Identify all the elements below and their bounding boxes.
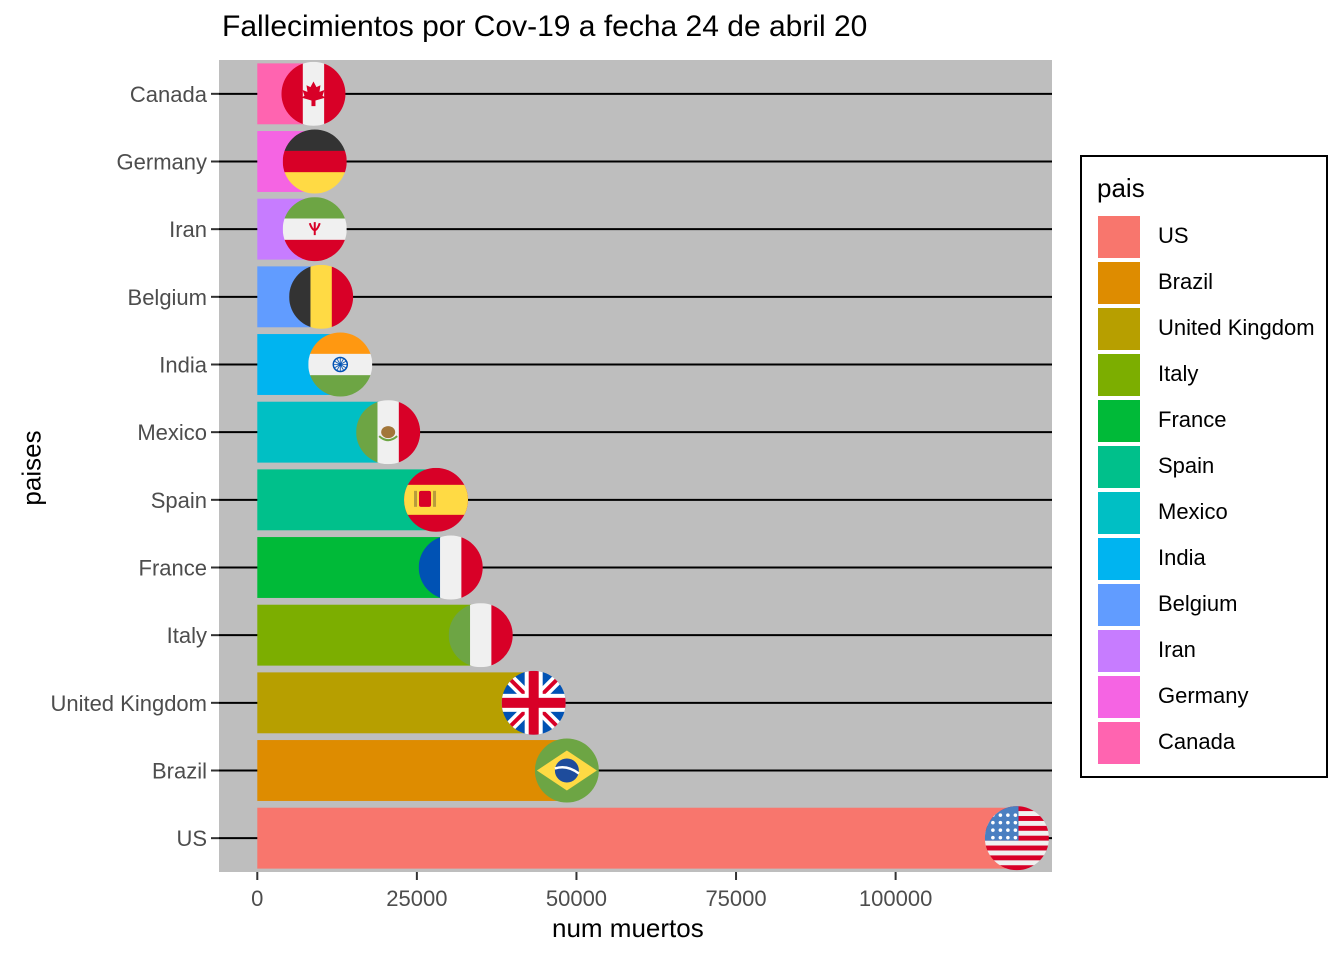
legend-item: Spain xyxy=(1098,444,1328,490)
legend-label: US xyxy=(1158,223,1189,248)
y-tick-label: Germany xyxy=(117,150,207,175)
legend-label: United Kingdom xyxy=(1158,315,1315,340)
legend-key xyxy=(1098,262,1140,304)
bar-brazil xyxy=(257,740,567,801)
belgium-flag-icon xyxy=(289,264,354,329)
legend-label: Belgium xyxy=(1158,591,1238,616)
legend-item: Canada xyxy=(1098,720,1328,766)
legend-key xyxy=(1098,308,1140,350)
italy-flag-icon xyxy=(448,603,513,668)
legend-item: US xyxy=(1098,214,1328,260)
legend-label: Italy xyxy=(1158,361,1199,386)
y-tick-label: Mexico xyxy=(137,420,207,445)
legend-key xyxy=(1098,354,1140,396)
legend-item: Mexico xyxy=(1098,490,1328,536)
uk-flag-icon xyxy=(501,670,566,735)
bar-france xyxy=(257,537,451,598)
legend-item: India xyxy=(1098,536,1328,582)
bar-italy xyxy=(257,604,481,666)
bar-us xyxy=(257,807,1017,869)
legend-label: Spain xyxy=(1158,453,1215,478)
legend-label: Brazil xyxy=(1158,269,1214,294)
mexico-flag-icon xyxy=(356,400,421,465)
legend-key xyxy=(1098,630,1140,672)
y-tick-label: Belgium xyxy=(128,285,207,310)
legend-item: Germany xyxy=(1098,674,1328,720)
flag-markers xyxy=(281,61,1049,871)
legend-label: Iran xyxy=(1158,637,1196,662)
germany-flag-icon xyxy=(282,129,347,194)
legend-label: France xyxy=(1158,407,1227,432)
bar-united-kingdom xyxy=(257,672,534,734)
legend-key xyxy=(1098,492,1140,534)
canada-flag-icon xyxy=(281,61,346,126)
y-tick-label: US xyxy=(176,826,207,851)
usa-flag-icon xyxy=(984,806,1049,871)
legend-item: Iran xyxy=(1098,628,1328,674)
legend-key xyxy=(1098,584,1140,626)
legend-item: Belgium xyxy=(1098,582,1328,628)
x-tick-label: 50000 xyxy=(546,886,607,911)
legend-label: Mexico xyxy=(1158,499,1228,524)
france-flag-icon xyxy=(418,535,483,600)
iran-flag-icon xyxy=(282,197,347,262)
chart-title: Fallecimientos por Cov-19 a fecha 24 de … xyxy=(222,10,868,43)
x-tick-label: 100000 xyxy=(859,886,932,911)
legend-title: pais xyxy=(1097,173,1145,203)
x-tick-label: 75000 xyxy=(705,886,766,911)
spain-flag-icon xyxy=(404,467,469,532)
legend-item: Italy xyxy=(1098,352,1328,398)
y-tick-label: Canada xyxy=(130,82,208,107)
legend-key xyxy=(1098,722,1140,764)
legend-key xyxy=(1098,676,1140,718)
x-tick-label: 25000 xyxy=(386,886,447,911)
y-tick-label: Italy xyxy=(167,623,207,648)
y-tick-label: France xyxy=(139,556,207,581)
y-tick-label: India xyxy=(159,353,207,378)
y-axis-label: paises xyxy=(16,430,47,506)
legend-key xyxy=(1098,216,1140,258)
y-axis: US Brazil United Kingdom Italy France Spain Me… xyxy=(50,82,219,851)
legend-label: Germany xyxy=(1158,683,1249,708)
x-tick-label: 0 xyxy=(251,886,263,911)
brazil-flag-icon xyxy=(534,738,599,803)
legend-key xyxy=(1098,538,1140,580)
legend-item: France xyxy=(1098,398,1328,444)
legend: pais US Brazil United Kingdom Italy France Sp… xyxy=(1080,155,1328,778)
plot-panel xyxy=(219,60,1052,872)
y-tick-label: Spain xyxy=(151,488,207,513)
y-tick-label: United Kingdom xyxy=(50,691,207,716)
legend-key xyxy=(1098,446,1140,488)
y-tick-label: Brazil xyxy=(152,759,207,784)
x-axis-label: num muertos xyxy=(552,913,704,943)
legend-label: Canada xyxy=(1158,729,1236,754)
legend-label: India xyxy=(1158,545,1206,570)
legend-key xyxy=(1098,400,1140,442)
india-flag-icon xyxy=(308,332,373,397)
y-tick-label: Iran xyxy=(169,217,207,242)
legend-item: Brazil xyxy=(1098,260,1328,306)
legend-item: United Kingdom xyxy=(1098,306,1328,352)
x-axis: 0 25000 50000 75000 100000 xyxy=(251,872,932,911)
